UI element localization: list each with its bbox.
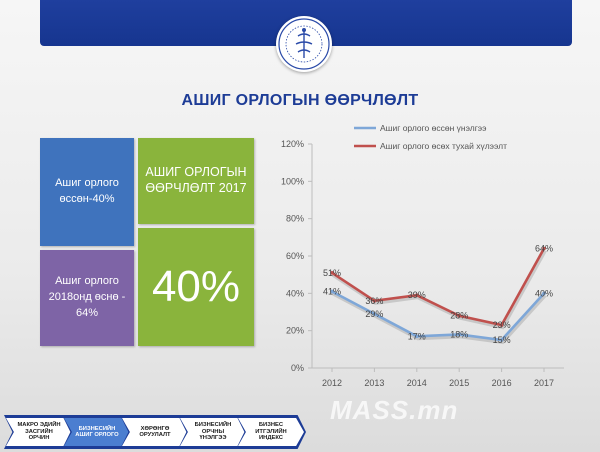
series-line-shadow [332, 291, 547, 345]
breadcrumb-item[interactable]: БИЗНЕС ИТГЭЛИЙН ИНДЕКС [238, 418, 304, 446]
profit-growth-tile: Ашиг орлого өссөн-40% [40, 138, 134, 246]
bank-logo [276, 16, 332, 72]
y-tick-label: 20% [286, 326, 304, 336]
data-label: 18% [450, 329, 468, 339]
data-label: 40% [535, 288, 553, 298]
x-tick-label: 2013 [364, 378, 384, 388]
data-label: 17% [408, 331, 426, 341]
x-tick-label: 2014 [407, 378, 427, 388]
breadcrumb-item[interactable]: МАКРО ЭДИЙН ЗАСГИЙН ОРЧИН [6, 418, 72, 446]
data-label: 29% [365, 309, 383, 319]
data-label: 64% [535, 244, 553, 254]
x-tick-label: 2016 [492, 378, 512, 388]
change-label-text: АШИГ ОРЛОГЫН ӨӨРЧЛӨЛТ 2017 [145, 165, 247, 195]
series-line-2 [331, 247, 546, 327]
section-breadcrumb: МАКРО ЭДИЙН ЗАСГИЙН ОРЧИН БИЗНЕСИЙН АШИГ … [0, 412, 600, 452]
series-point [542, 291, 546, 296]
change-value-text: 40% [151, 262, 241, 311]
x-tick-label: 2015 [449, 378, 469, 388]
profit-change-line-chart: 0% 20% 40% 60% 80% 100% 120% 2012 2013 2014 2015 20… [281, 123, 564, 388]
data-label: 15% [493, 335, 511, 345]
series-line-1 [331, 290, 545, 342]
y-tick-label: 120% [281, 139, 304, 149]
change-label-tile: АШИГ ОРЛОГЫН ӨӨРЧЛӨЛТ 2017 [138, 138, 254, 224]
series-point [330, 289, 334, 294]
series-point [457, 313, 461, 318]
profit-growth-text: Ашиг орлого өссөн-40% [55, 177, 119, 205]
series-point [542, 246, 546, 251]
x-tick-label: 2012 [322, 378, 342, 388]
data-label: 39% [408, 290, 426, 300]
breadcrumb-item[interactable]: БИЗНЕСИЙН ОРЧНЫ ҮНЭЛГЭЭ [180, 418, 246, 446]
series-point [415, 334, 419, 339]
profit-forecast-tile: Ашиг орлого 2018онд өснө - 64% [40, 250, 134, 346]
legend-label: Ашиг орлого өссөн үнэлгээ [380, 123, 487, 133]
series-point [415, 293, 419, 297]
series-point [457, 332, 461, 337]
data-label: 28% [450, 311, 468, 321]
legend-label: Ашиг орлого өсөх тухай хүлээлт [380, 141, 507, 151]
y-tick-label: 40% [286, 288, 304, 298]
y-tick-label: 60% [286, 251, 304, 261]
series-point [330, 271, 334, 275]
data-label: 51% [323, 268, 341, 278]
y-tick-label: 0% [291, 363, 304, 373]
y-tick-label: 80% [286, 214, 304, 224]
change-value-tile: 40% [138, 228, 254, 346]
data-label: 23% [493, 320, 511, 330]
breadcrumb-item[interactable]: ХӨРӨНГӨ ОРУУЛАЛТ [122, 418, 188, 446]
series-point [499, 338, 504, 342]
data-label: 36% [365, 296, 383, 306]
y-tick-label: 100% [281, 176, 304, 186]
profit-forecast-text: Ашиг орлого 2018онд өснө - 64% [48, 275, 126, 319]
page-title: АШИГ ОРЛОГЫН ӨӨРЧЛӨЛТ [181, 92, 419, 109]
x-tick-label: 2017 [534, 378, 554, 388]
series-point [372, 312, 377, 316]
series-point [372, 299, 377, 303]
series-point [499, 323, 504, 327]
data-label: 41% [323, 286, 341, 296]
breadcrumb-item[interactable]: БИЗНЕСИЙН АШИГ ОРЛОГО [64, 418, 130, 446]
bank-seal-icon [278, 18, 330, 70]
watermark: MASS.mn [330, 395, 459, 425]
